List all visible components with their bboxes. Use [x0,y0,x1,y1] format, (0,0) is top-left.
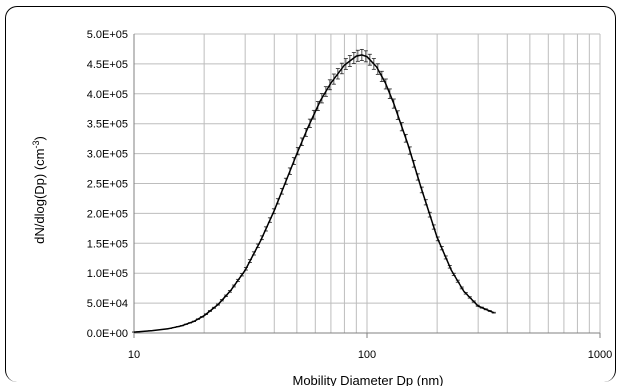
x-tick-label: 1000 [588,349,612,361]
y-axis-label-end: ) [32,136,47,140]
y-tick-label: 5.0E+05 [87,29,128,41]
x-axis-label: Mobility Diameter Dp (nm) [293,373,444,386]
x-tick-labels: 10 100 1000 [128,349,612,361]
series-line [133,54,495,333]
y-tick-label: 2.5E+05 [87,179,128,191]
y-axis-label: dN/dlog(Dp) (cm-3) [31,136,47,244]
y-tick-label: 4.5E+05 [87,59,128,71]
y-tick-label: 1.5E+05 [87,238,128,250]
x-tick-label: 100 [358,349,376,361]
y-tick-label: 0.0E+00 [87,328,128,340]
y-tick-labels: 0.0E+00 5.0E+04 1.0E+05 1.5E+05 2.0E+05 2.5E+… [87,29,128,340]
y-tick-label: 1.0E+05 [87,268,128,280]
y-tick-label: 3.5E+05 [87,119,128,131]
series-group [133,54,495,333]
chart-frame [5,6,616,382]
y-axis-label-sup: -3 [31,140,41,148]
axes [133,34,601,338]
y-tick-label: 2.0E+05 [87,208,128,220]
horizontal-gridlines [134,33,600,304]
y-axis-label-main: dN/dlog(Dp) (cm [32,149,47,244]
x-tick-label: 10 [128,349,140,361]
y-tick-label: 4.0E+05 [87,89,128,101]
y-tick-label: 3.0E+05 [87,149,128,161]
y-tick-label: 5.0E+04 [87,298,128,310]
error-bars [132,48,496,333]
